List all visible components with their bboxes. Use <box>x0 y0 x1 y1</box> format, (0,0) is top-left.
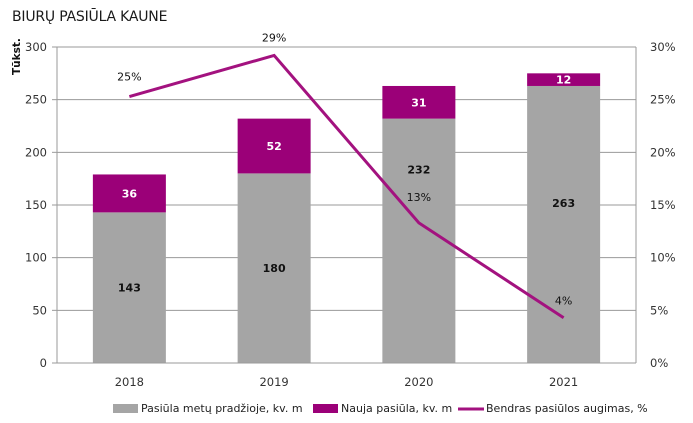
bar-data-label: 143 <box>118 282 141 295</box>
bar-base-supply <box>382 118 456 363</box>
bar-new-supply <box>382 85 456 119</box>
x-tick-label: 2019 <box>259 375 288 389</box>
y-tick-label: 300 <box>25 40 47 54</box>
growth-line <box>128 53 565 319</box>
y2-tick-label: 20% <box>650 145 676 159</box>
y-tick-label: 200 <box>25 145 47 159</box>
bar-new-supply <box>92 174 166 213</box>
legend-label-base-supply: Pasiūla metų pradžioje, kv. m <box>141 402 303 415</box>
bars <box>92 73 601 364</box>
line-data-label: 4% <box>555 295 572 308</box>
bar-base-supply <box>92 212 166 363</box>
legend-swatch-new-supply <box>313 404 338 413</box>
chart-title: BIURŲ PASIŪLA KAUNE <box>12 9 168 25</box>
x-tick-label: 2020 <box>404 375 433 389</box>
bar-data-label: 52 <box>266 140 281 153</box>
legend: Pasiūla metų pradžioje, kv. m Nauja pasiū… <box>113 402 648 415</box>
y2-tick-label: 15% <box>650 198 676 212</box>
x-tick-label: 2021 <box>549 375 578 389</box>
y2-tick-label: 5% <box>650 303 668 317</box>
bar-new-supply <box>527 73 601 86</box>
bar-data-label: 180 <box>263 262 286 275</box>
y2-tick-label: 10% <box>650 251 676 265</box>
bar-base-supply <box>237 173 311 363</box>
bar-data-label: 263 <box>552 197 575 210</box>
line-data-label: 29% <box>262 31 286 44</box>
y-tick-label: 0 <box>40 356 47 370</box>
growth-line-path <box>128 53 565 319</box>
bar-data-label: 232 <box>407 164 430 177</box>
data-labels: 143 36 180 52 232 31 263 12 25% 29% 13% 4% <box>117 31 575 307</box>
y-tick-label: 100 <box>25 251 47 265</box>
bar-new-supply <box>237 118 311 174</box>
y2-tick-label: 25% <box>650 93 676 107</box>
y-tick-label: 150 <box>25 198 47 212</box>
line-data-label: 13% <box>407 191 431 204</box>
y2-tick-label: 0% <box>650 356 668 370</box>
bar-data-label: 31 <box>411 96 426 109</box>
y2-tick-label: 30% <box>650 40 676 54</box>
line-data-label: 25% <box>117 71 141 84</box>
bar-data-label: 36 <box>122 187 138 200</box>
y-tick-label: 250 <box>25 93 47 107</box>
x-tick-label: 2018 <box>115 375 144 389</box>
legend-swatch-base-supply <box>113 404 138 413</box>
legend-label-new-supply: Nauja pasiūla, kv. m <box>341 402 452 415</box>
y-axis-title: Tūkst. <box>11 38 23 75</box>
bar-data-label: 12 <box>556 74 571 87</box>
y-tick-label: 50 <box>32 303 47 317</box>
axes: 0 50 100 150 200 250 300 0% 5% 10% 15% 20% 25% 30% 201… <box>11 38 676 389</box>
legend-label-growth: Bendras pasiūlos augimas, % <box>486 402 648 415</box>
bar-base-supply <box>527 85 601 364</box>
